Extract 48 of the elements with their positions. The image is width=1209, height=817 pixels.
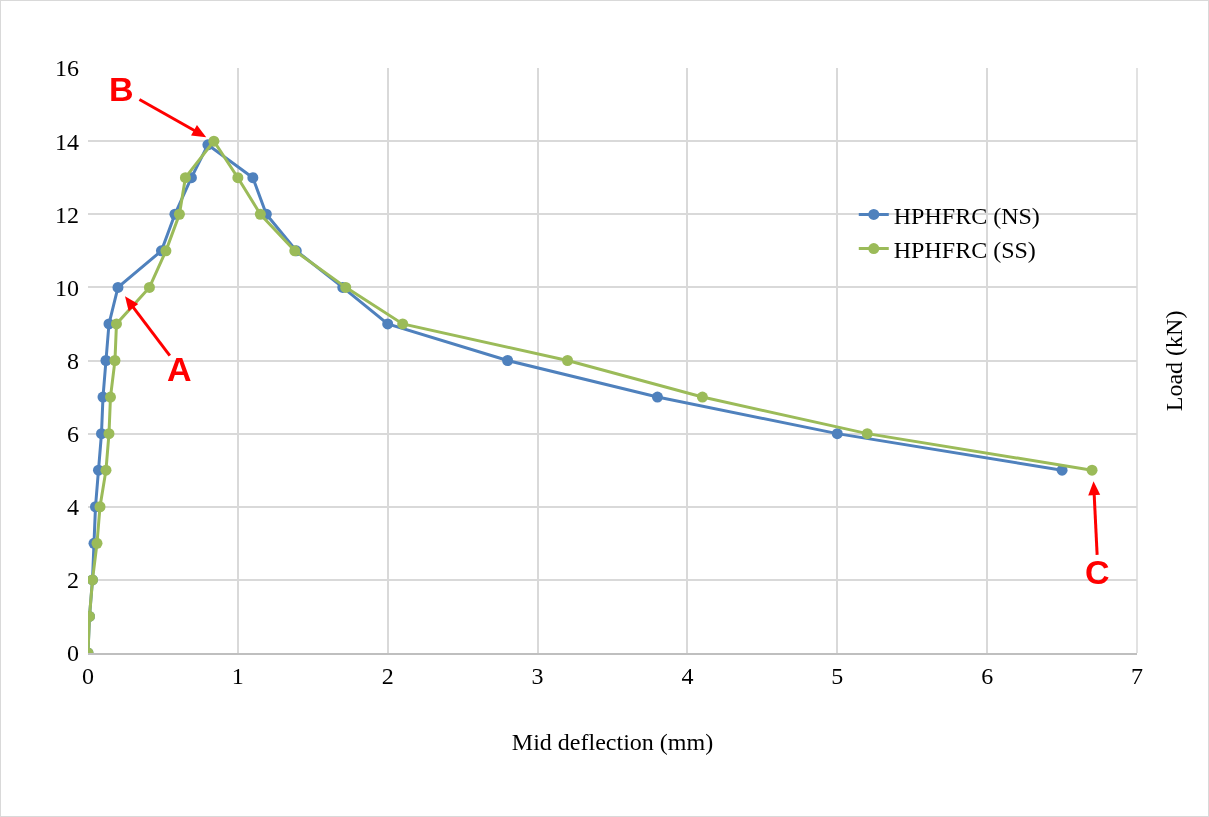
y-tick-label: 8 — [67, 347, 79, 374]
y-tick-label: 14 — [55, 128, 79, 155]
point — [397, 318, 409, 330]
y-tick-label: 6 — [67, 421, 79, 448]
point — [103, 428, 115, 440]
point — [109, 355, 121, 366]
point — [502, 355, 514, 366]
point — [112, 281, 124, 293]
point — [1086, 464, 1098, 476]
annotation: B — [109, 70, 134, 108]
x-tick-label: 7 — [1131, 662, 1143, 689]
y-axis-title: Load (kN) — [1161, 310, 1188, 412]
point — [232, 172, 244, 184]
point — [247, 172, 259, 184]
point — [100, 355, 112, 366]
y-tick-label: 2 — [67, 567, 79, 594]
point — [94, 501, 106, 513]
x-tick-label: 2 — [381, 662, 394, 689]
legend-label: HPHFRC (SS) — [893, 236, 1036, 263]
y-tick-label: 4 — [67, 494, 79, 521]
point — [651, 391, 663, 403]
point — [254, 208, 266, 220]
point — [562, 355, 574, 366]
point — [100, 464, 112, 476]
y-tick-label: 12 — [55, 201, 79, 228]
point — [208, 135, 220, 147]
point — [696, 391, 708, 403]
point — [160, 245, 172, 257]
x-tick-label: 3 — [531, 662, 544, 689]
x-axis-title: Mid deflection (mm) — [511, 728, 714, 755]
point — [173, 208, 185, 220]
legend-label: HPHFRC (NS) — [893, 202, 1040, 229]
x-tick-label: 1 — [231, 662, 244, 689]
x-tick-label: 6 — [981, 662, 994, 689]
annotation: A — [167, 350, 192, 388]
x-tick-label: 5 — [831, 662, 844, 689]
point — [179, 172, 191, 184]
annotation: C — [1085, 553, 1110, 591]
y-tick-label: 10 — [55, 274, 79, 301]
point — [861, 428, 873, 440]
point — [831, 428, 843, 440]
point — [382, 318, 394, 330]
x-tick-label: 4 — [681, 662, 694, 689]
point — [104, 391, 116, 403]
point — [143, 281, 155, 293]
y-tick-label: 16 — [55, 55, 79, 82]
y-tick-label: 0 — [67, 640, 79, 667]
point — [110, 318, 122, 330]
